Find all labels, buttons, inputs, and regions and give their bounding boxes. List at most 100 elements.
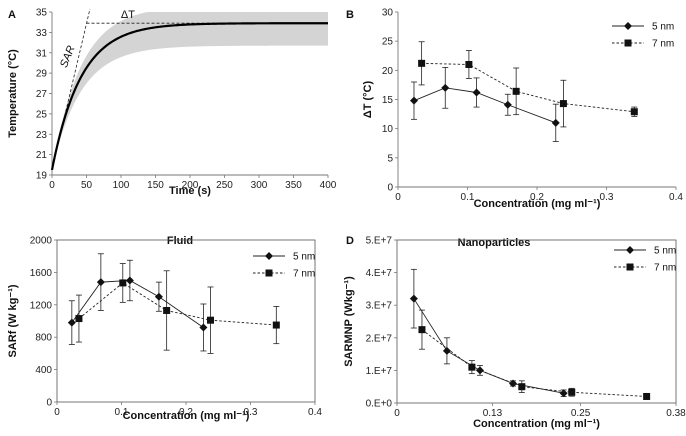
panel-b-y-label: ΔT (°C): [362, 80, 374, 118]
panel-b-data-point: [409, 96, 418, 105]
panel-b-y-tick-label: 15: [382, 95, 394, 106]
panel-c-x-tick-label: 0.1: [115, 407, 129, 418]
panel-b-data-point: [418, 59, 426, 67]
panel-d-y-label: SARMNP (Wkg⁻¹): [343, 276, 355, 367]
panel-a-x-tick-label: 150: [147, 180, 164, 191]
panel-d-y-tick-label: 1.E+7: [366, 366, 393, 377]
panel-b-data-point: [559, 100, 567, 108]
panel-c-data-point: [154, 292, 163, 301]
panel-a-x-label: Time (s): [169, 185, 211, 197]
panel-c-data-point: [207, 316, 215, 324]
panel-c-data-point: [272, 321, 280, 329]
panel-b-data-point: [503, 100, 512, 109]
panel-d-legend-marker: [626, 263, 634, 271]
panel-c-x-tick-label: 0: [54, 407, 60, 418]
panel-b-data-point: [630, 108, 638, 116]
panel-b-y-tick-label: 30: [382, 8, 394, 19]
panel-c-y-tick-label: 800: [35, 333, 52, 344]
panel-b-y-tick-label: 20: [382, 66, 394, 77]
panel-b-series-5nm-line: [413, 87, 556, 124]
panel-a-x-tick-label: 200: [182, 180, 199, 191]
panel-b: B 0 0.1 0.2 0.3 0.4 0 5 10 15 20 25 30 5 nm 7 nm ΔT (…: [346, 8, 683, 211]
panel-d-x-tick-label: 0: [394, 408, 400, 419]
panel-c-y-tick-label: 400: [35, 365, 52, 376]
panel-d: D Nanoparticles 0 0.13 0.25 0.38 0.E+0 1.E+7 2…: [343, 235, 686, 430]
panel-a-x-tick-label: 250: [216, 180, 233, 191]
panel-d-data-point: [509, 379, 518, 388]
panel-b-y-tick-label: 5: [387, 153, 393, 164]
panel-a-x-tick-label: 400: [320, 180, 337, 191]
panel-c-data-point: [125, 276, 134, 285]
panel-c-legend-marker: [265, 252, 273, 260]
panel-d-x-tick-label: 0.25: [571, 408, 591, 419]
panel-b-y-tick-label: 25: [382, 37, 394, 48]
panel-a-y-tick-label: 23: [36, 130, 48, 141]
panel-c-plot: 0 0.1 0.2 0.3 0.4 0 400 800 1200 1600 2000 5 nm 7 nm: [30, 236, 323, 419]
panel-d-data-point: [475, 366, 484, 375]
panel-a-y-tick-label: 25: [36, 109, 48, 120]
panel-a: A 0 50 100 150 200 250 300 350 400 19 21 23 25 27 29 31…: [7, 8, 337, 198]
panel-b-y-tick-label: 0: [387, 183, 393, 194]
panel-a-x-tick-label: 0: [49, 180, 55, 191]
panel-c-series-5nm-line: [71, 280, 204, 328]
panel-c-x-tick-label: 0.2: [179, 407, 193, 418]
panel-d-x-label: Concentration (mg ml⁻¹): [473, 418, 600, 430]
panel-letter-d: D: [346, 235, 354, 247]
panel-a-y-tick-label: 35: [36, 8, 48, 19]
panel-b-x-label: Concentration (mg ml⁻¹): [474, 198, 601, 210]
panel-d-data-point: [518, 383, 526, 391]
panel-d-legend-label: 5 nm: [654, 246, 676, 257]
panel-d-title: Nanoparticles: [458, 237, 531, 249]
panel-b-data-point: [472, 88, 481, 97]
panel-d-data-point: [568, 388, 576, 396]
panel-a-delta-t-annotation: ΔT: [121, 9, 135, 21]
panel-c-y-tick-label: 2000: [30, 236, 53, 247]
panel-b-x-tick-label: 0.4: [669, 192, 683, 203]
panel-d-y-tick-label: 3.E+7: [366, 301, 393, 312]
panel-d-data-point: [643, 392, 651, 400]
panel-d-data-point: [418, 326, 426, 334]
panel-c-x-tick-label: 0.4: [308, 407, 322, 418]
panel-b-data-point: [441, 83, 450, 92]
panel-c-legend-marker: [265, 269, 273, 277]
panel-d-y-tick-label: 5.E+7: [366, 236, 393, 247]
panel-d-x-tick-label: 0.13: [483, 408, 503, 419]
panel-a-confidence-band: [52, 12, 328, 170]
panel-c-data-point: [199, 323, 208, 332]
panel-a-plot: 0 50 100 150 200 250 300 350 400 19 21 23 25 27 29 31 33…: [36, 8, 337, 192]
panel-c-data-point: [67, 318, 76, 327]
panel-a-y-tick-label: 31: [36, 48, 48, 59]
panel-b-data-point: [465, 61, 473, 68]
panel-c-data-point: [163, 306, 171, 314]
panel-c-legend-label: 7 nm: [293, 269, 315, 280]
panel-d-frame: [396, 239, 677, 404]
panel-c-x-tick-label: 0.3: [244, 407, 258, 418]
panel-c-title: Fluid: [167, 235, 193, 247]
panel-letter-a: A: [8, 9, 16, 21]
panel-a-temperature-curve: [50, 22, 329, 171]
panel-b-data-point: [512, 87, 520, 95]
panel-b-legend-label: 5 nm: [652, 22, 674, 33]
panel-a-x-tick-label: 50: [81, 180, 93, 191]
panel-a-x-tick-label: 100: [113, 180, 130, 191]
panel-d-x-tick-label: 0.38: [666, 408, 686, 419]
panel-b-legend-label: 7 nm: [652, 39, 674, 50]
panel-d-legend-marker: [626, 246, 634, 254]
panel-d-y-tick-label: 4.E+7: [366, 268, 393, 279]
panel-c-legend-label: 5 nm: [293, 252, 315, 263]
panel-d-y-tick-label: 0.E+0: [366, 399, 393, 410]
panel-b-x-tick-label: 0.2: [530, 192, 544, 203]
panel-a-y-tick-label: 19: [36, 171, 48, 182]
panel-a-y-label: Temperature (°C): [7, 49, 19, 138]
panel-b-legend-marker: [624, 39, 632, 47]
panel-c-data-point: [119, 279, 127, 287]
panel-d-data-point: [442, 346, 451, 355]
panel-b-plot: 0 0.1 0.2 0.3 0.4 0 5 10 15 20 25 30 5 nm 7 nm: [382, 8, 684, 204]
panel-b-x-tick-label: 0.1: [461, 192, 475, 203]
panel-d-series-7nm-line: [421, 329, 647, 397]
panel-a-y-tick-label: 21: [36, 150, 48, 161]
panel-a-y-tick-label: 33: [36, 28, 48, 39]
panel-d-data-point: [468, 363, 476, 371]
panel-d-y-tick-label: 2.E+7: [366, 333, 393, 344]
